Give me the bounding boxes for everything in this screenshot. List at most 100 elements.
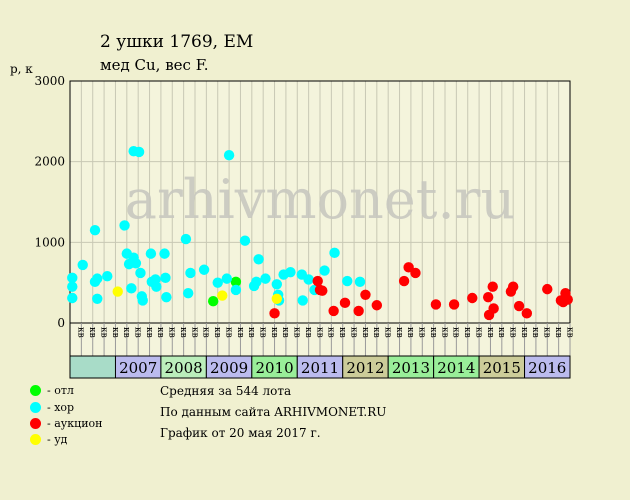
quarter-label: кв [405, 327, 415, 338]
legend-label: - уд [47, 433, 68, 446]
y-tick-label: 0 [57, 316, 65, 330]
quarter-label: кв [246, 327, 256, 338]
data-point [487, 281, 498, 292]
quarter-label: кв [121, 327, 131, 338]
data-point [507, 281, 519, 292]
legend-item-good: - хор [30, 401, 74, 414]
quarter-label: кв [189, 327, 199, 338]
data-point [92, 293, 103, 304]
quarter-label: кв [167, 327, 177, 338]
quarter-label: кв [326, 327, 336, 338]
data-point [319, 265, 330, 276]
quarter-label: кв [144, 327, 154, 338]
data-point [182, 287, 194, 299]
data-point [151, 281, 162, 292]
legend-swatch [30, 434, 41, 445]
quarter-label: кв [212, 327, 222, 338]
data-point [119, 220, 130, 231]
quarter-label: кв [394, 327, 404, 338]
y-axis-label: р, к [10, 62, 33, 76]
chart-subtitle: мед Cu, вес F. [100, 56, 209, 74]
quarter-label: кв [496, 327, 506, 338]
year-label: 2007 [119, 359, 157, 377]
legend-swatch [30, 385, 41, 396]
data-point [521, 308, 533, 319]
quarter-label: кв [371, 327, 381, 338]
data-point [198, 264, 210, 275]
data-point [212, 277, 223, 288]
quarter-label: кв [428, 327, 438, 338]
quarter-label: кв [223, 327, 233, 338]
y-tick-label: 2000 [34, 155, 65, 169]
info-date: График от 20 мая 2017 г. [160, 426, 321, 440]
quarter-label: кв [76, 327, 86, 338]
quarter-label: кв [462, 327, 472, 338]
legend-item-satisfactory: - уд [30, 433, 67, 446]
data-point [160, 272, 171, 284]
data-point [448, 299, 460, 310]
data-point [135, 267, 146, 279]
data-point [513, 300, 525, 312]
quarter-label: кв [133, 327, 143, 338]
quarter-label: кв [383, 327, 393, 338]
data-point [467, 292, 478, 304]
data-point [542, 283, 553, 295]
quarter-label: кв [178, 327, 188, 338]
data-point [312, 275, 323, 287]
data-point [126, 283, 137, 294]
data-point [482, 291, 494, 303]
data-point [371, 300, 383, 311]
legend-item-auction: - аукцион [30, 417, 102, 430]
data-point [329, 247, 340, 259]
data-point [92, 273, 103, 284]
year-label: 2015 [483, 359, 521, 377]
data-point [303, 274, 314, 285]
data-point [317, 285, 328, 296]
quarter-label: кв [451, 327, 461, 338]
quarter-label: кв [530, 327, 540, 338]
quarter-label: кв [519, 327, 529, 338]
data-point [271, 293, 283, 304]
legend-swatch [30, 402, 41, 413]
data-point [207, 296, 219, 307]
data-point [260, 273, 271, 284]
quarter-label: кв [542, 327, 552, 338]
quarter-label: кв [110, 327, 120, 338]
quarter-label: кв [564, 327, 574, 338]
data-point [133, 146, 145, 158]
quarter-label: кв [98, 327, 108, 338]
quarter-label: кв [87, 327, 97, 338]
year-label: 2013 [392, 359, 430, 377]
data-point [239, 235, 251, 246]
quarter-label: кв [485, 327, 495, 338]
data-point [230, 276, 242, 288]
data-point [217, 290, 228, 301]
data-point [403, 262, 414, 273]
chart-title: 2 ушки 1769, ЕМ [100, 32, 254, 52]
data-point [161, 291, 172, 303]
data-point [102, 271, 113, 282]
quarter-label: кв [292, 327, 302, 338]
data-point [230, 284, 242, 296]
data-point [89, 225, 101, 236]
quarter-label: кв [439, 327, 449, 338]
quarter-label: кв [337, 327, 347, 338]
quarter-label: кв [417, 327, 427, 338]
data-point [398, 275, 410, 287]
data-point [339, 297, 351, 309]
y-tick-label: 3000 [34, 74, 65, 88]
quarter-label: кв [155, 327, 165, 338]
legend-label: - хор [47, 401, 75, 414]
data-point [223, 150, 235, 161]
watermark: arhivmonet.ru [124, 168, 516, 231]
data-point [251, 276, 262, 288]
legend-item-excellent: - отл [30, 384, 74, 397]
data-point [269, 308, 280, 319]
data-point [488, 303, 499, 314]
quarter-label: кв [314, 327, 324, 338]
data-point [354, 276, 366, 288]
legend-label: - аукцион [47, 417, 103, 430]
data-point [271, 279, 283, 290]
info-average: Средняя за 544 лота [160, 384, 292, 398]
